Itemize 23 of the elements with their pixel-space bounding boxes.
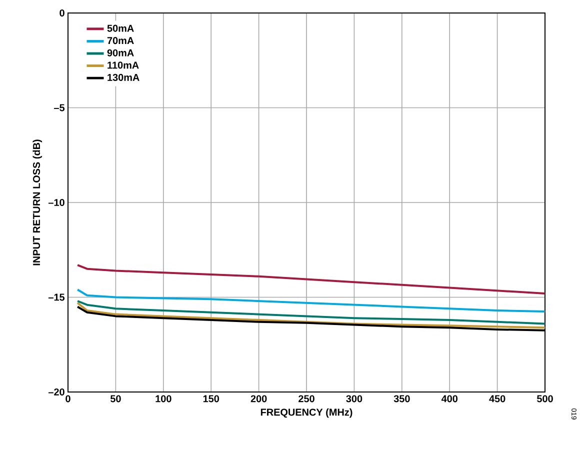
x-tick-label: 0 — [66, 395, 70, 402]
y-axis-title: INPUT RETURN LOSS (dB) — [32, 140, 42, 266]
legend-label: 90mA — [107, 49, 134, 56]
x-tick-label: 450 — [489, 395, 506, 402]
legend-label: 130mA — [108, 74, 140, 81]
y-tick-label: –15 — [48, 294, 65, 301]
y-tick-label: 0 — [60, 9, 64, 17]
legend-label: 50mA — [107, 24, 134, 32]
legend-label: 110mA — [108, 62, 139, 69]
x-tick-label: 50 — [110, 395, 121, 402]
x-axis-title: FREQUENCY (MHz) — [260, 408, 352, 418]
x-tick-label: 250 — [298, 395, 314, 402]
y-tick-label: –20 — [48, 388, 64, 396]
x-tick-label: 400 — [441, 395, 458, 402]
x-tick-label: 100 — [156, 395, 172, 402]
legend-label: 70mA — [107, 37, 134, 44]
x-tick-label: 200 — [250, 395, 267, 402]
y-tick-label: –5 — [54, 104, 65, 112]
x-tick-label: 300 — [346, 395, 362, 402]
x-tick-label: 350 — [394, 395, 410, 402]
x-tick-label: 150 — [203, 395, 220, 402]
y-tick-label: –10 — [48, 198, 64, 206]
x-tick-label: 500 — [537, 395, 553, 402]
